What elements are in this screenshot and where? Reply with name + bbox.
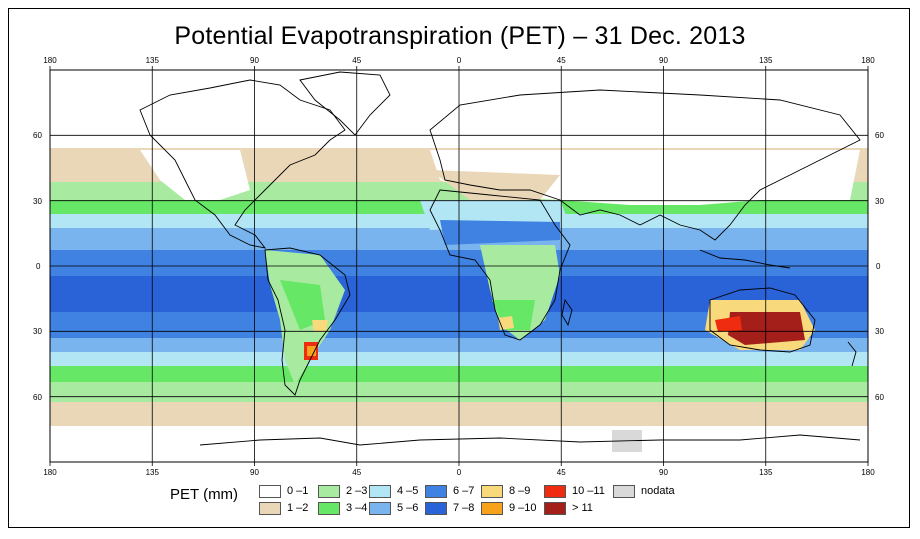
- legend-swatch: [544, 501, 566, 515]
- top-lon-label: 135: [759, 56, 773, 65]
- bottom-lon-label: 135: [759, 468, 773, 477]
- legend-swatch: [481, 501, 503, 515]
- legend-swatch: [369, 484, 391, 498]
- legend-swatch: [259, 484, 281, 498]
- figure-frame: [8, 8, 910, 528]
- right-lat-label: 30: [875, 327, 884, 336]
- legend-label: 2 –3: [346, 485, 368, 497]
- legend-item: 2 –3: [318, 484, 367, 498]
- top-lon-label: 90: [659, 56, 668, 65]
- legend-label: 9 –10: [509, 502, 537, 514]
- legend-label: 4 –5: [397, 485, 419, 497]
- legend-item: 3 –4: [318, 501, 367, 515]
- legend-label: 7 –8: [453, 502, 475, 514]
- right-lat-label: 0: [876, 262, 881, 271]
- legend-item: 9 –10: [481, 501, 537, 515]
- bottom-lon-label: 180: [861, 468, 875, 477]
- legend-label: 10 –11: [572, 485, 605, 497]
- bottom-lon-label: 180: [43, 468, 57, 477]
- left-latitude-labels: 60 30 0 30 60: [33, 131, 42, 402]
- antarctica-coast: [199, 434, 861, 446]
- legend-swatch: [481, 484, 503, 498]
- legend-item: 6 –7: [425, 484, 474, 498]
- north-america-coast: [139, 79, 346, 249]
- south-america-coast: [264, 247, 351, 396]
- top-lon-label: 45: [352, 56, 361, 65]
- bottom-longitude-labels: 180 135 90 45 0 45 90 135 180: [43, 468, 875, 477]
- bottom-lon-label: 135: [146, 468, 160, 477]
- legend-swatch: [425, 501, 447, 515]
- top-lon-label: 180: [43, 56, 57, 65]
- legend-label: 5 –6: [397, 502, 419, 514]
- right-lat-label: 30: [875, 197, 884, 206]
- legend-item: 4 –5: [369, 484, 418, 498]
- legend-item: 0 –1: [259, 484, 308, 498]
- australia-coast: [709, 287, 816, 353]
- madagascar-coast: [561, 298, 573, 327]
- bottom-lon-label: 90: [250, 468, 259, 477]
- bottom-lon-label: 90: [659, 468, 668, 477]
- top-lon-label: 90: [250, 56, 259, 65]
- coastlines: [139, 71, 861, 446]
- bottom-lon-label: 45: [557, 468, 566, 477]
- left-lat-label: 30: [33, 197, 42, 206]
- bottom-lon-label: 45: [352, 468, 361, 477]
- legend-item: 1 –2: [259, 501, 308, 515]
- legend-item: 10 –11: [544, 484, 605, 498]
- legend-swatch: [318, 501, 340, 515]
- right-lat-label: 60: [875, 131, 884, 140]
- top-longitude-labels: 180 135 90 45 0 45 90 135 180: [43, 56, 875, 65]
- legend-label: 6 –7: [453, 485, 475, 497]
- legend: PET (mm) 0 –1 1 –2 2 –3 3 –4 4 –5 5 –6 6…: [170, 484, 890, 524]
- legend-item: 7 –8: [425, 501, 474, 515]
- legend-item: nodata: [613, 484, 675, 498]
- greenland-coast: [299, 71, 391, 136]
- legend-label: 3 –4: [346, 502, 368, 514]
- left-lat-label: 0: [36, 262, 41, 271]
- legend-item: 8 –9: [481, 484, 530, 498]
- left-lat-label: 60: [33, 131, 42, 140]
- top-lon-label: 45: [557, 56, 566, 65]
- legend-swatch: [425, 484, 447, 498]
- legend-swatch: [318, 484, 340, 498]
- legend-label: 0 –1: [287, 485, 309, 497]
- tick-marks: [49, 66, 869, 466]
- legend-title: PET (mm): [170, 486, 239, 503]
- new-zealand-coast: [847, 341, 857, 367]
- top-lon-label: 180: [861, 56, 875, 65]
- top-lon-label: 0: [457, 56, 462, 65]
- left-lat-label: 60: [33, 393, 42, 402]
- legend-swatch: [369, 501, 391, 515]
- legend-label: 1 –2: [287, 502, 309, 514]
- eurasia-coast: [429, 89, 861, 241]
- top-lon-label: 135: [146, 56, 160, 65]
- bottom-lon-label: 0: [457, 468, 462, 477]
- legend-item: 5 –6: [369, 501, 418, 515]
- legend-swatch: [259, 501, 281, 515]
- legend-label: 8 –9: [509, 485, 531, 497]
- legend-swatch: [613, 484, 635, 498]
- legend-swatch: [544, 484, 566, 498]
- graticule: [50, 70, 868, 462]
- right-lat-label: 60: [875, 393, 884, 402]
- legend-label: nodata: [641, 485, 675, 497]
- legend-label: > 11: [572, 502, 593, 514]
- map-title: Potential Evapotranspiration (PET) – 31 …: [174, 22, 746, 50]
- africa-coast: [429, 189, 571, 341]
- right-latitude-labels: 60 30 0 30 60: [875, 131, 884, 402]
- legend-item: > 11: [544, 501, 593, 515]
- left-lat-label: 30: [33, 327, 42, 336]
